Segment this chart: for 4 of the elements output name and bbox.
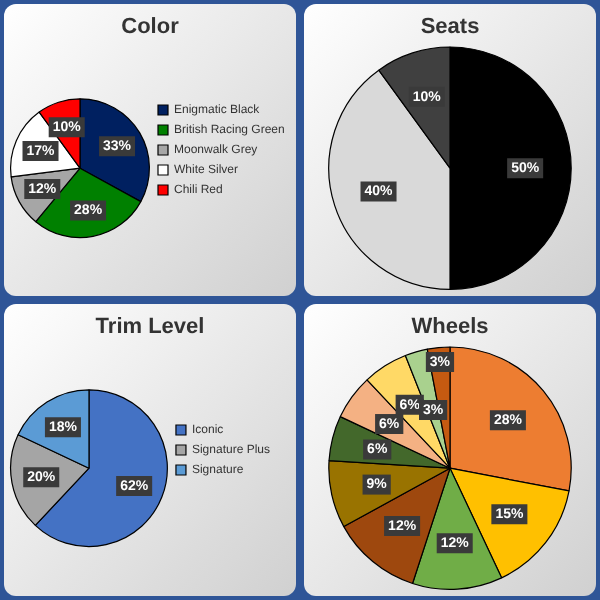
chart-title: Color bbox=[121, 15, 181, 40]
chart-title: Trim Level bbox=[95, 315, 205, 340]
chart-title: Wheels bbox=[411, 315, 489, 340]
chart-title: Seats bbox=[420, 15, 480, 40]
